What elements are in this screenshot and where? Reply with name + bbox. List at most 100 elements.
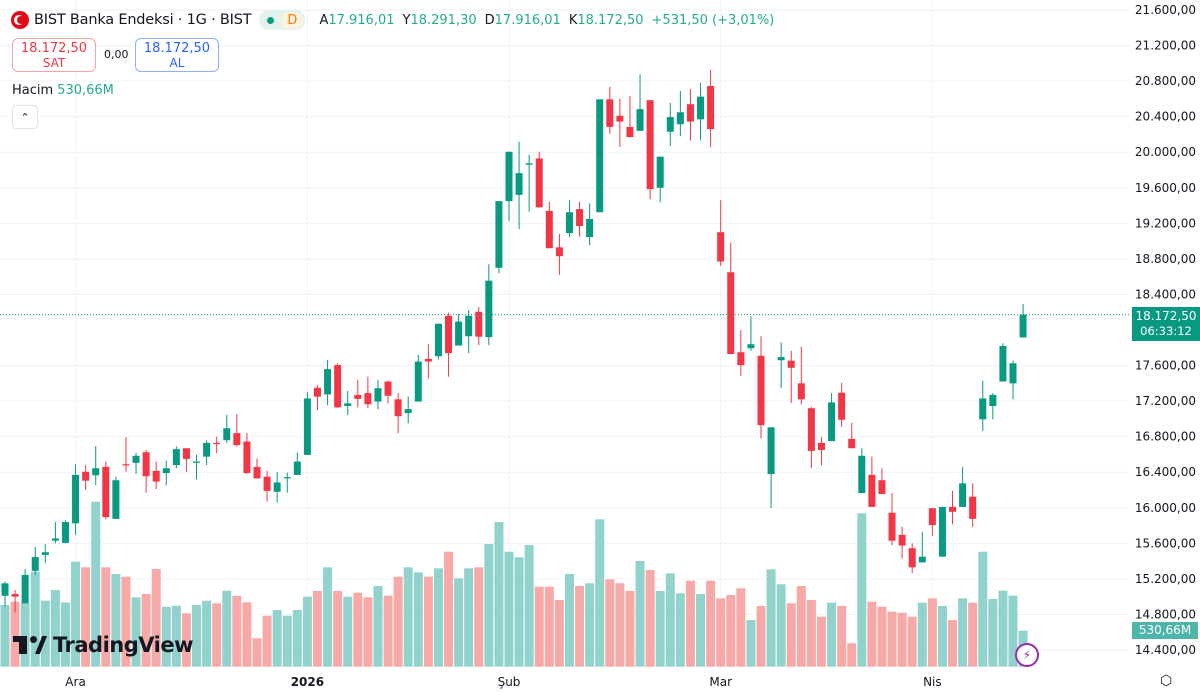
volume-legend[interactable]: Hacim 530,66M — [12, 83, 114, 98]
candle-body — [92, 468, 100, 476]
candle — [303, 392, 311, 455]
sell-button[interactable]: 18.172,50 SAT — [12, 38, 96, 72]
candle — [515, 141, 523, 230]
tradingview-logo[interactable]: TradingView — [13, 633, 193, 657]
candle-body — [233, 433, 241, 446]
candle — [999, 343, 1007, 382]
x-tick-label: Mar — [709, 675, 732, 689]
volume-bar — [60, 602, 70, 667]
candle-body — [959, 483, 967, 507]
last-price-tag: 18.172,50 06:33:12 — [1132, 307, 1200, 341]
candle — [465, 310, 473, 354]
collapse-legend-button[interactable]: ⌃ — [12, 105, 38, 129]
candle-body — [586, 218, 594, 238]
volume-bar — [696, 593, 706, 667]
candle-body — [172, 449, 180, 466]
volume-bar — [524, 544, 534, 667]
lightning-icon[interactable]: ⚡︎ — [1015, 643, 1039, 667]
y-tick-label: 15.200,00 — [1135, 572, 1196, 586]
candle — [475, 306, 483, 346]
volume-bar — [474, 567, 484, 667]
candle-body — [908, 548, 916, 568]
volume-bar — [816, 616, 826, 667]
candle-body — [707, 86, 715, 130]
candle — [213, 436, 221, 454]
volume-bar — [645, 570, 655, 667]
ohlc-close: K18.172,50 — [568, 12, 644, 28]
volume-bar — [927, 598, 937, 667]
candle-body — [434, 323, 442, 357]
candle — [384, 380, 392, 404]
candle — [1, 581, 9, 607]
candle — [182, 448, 190, 472]
candle — [928, 508, 936, 536]
volume-bar — [484, 543, 494, 667]
volume-bar — [857, 513, 867, 667]
candle — [193, 454, 201, 480]
volume-bar — [585, 583, 595, 667]
candle-body — [72, 474, 80, 524]
candle — [565, 200, 573, 237]
chart-legend: BIST Banka Endeksi · 1G · BIST D A17.916… — [11, 10, 774, 30]
buy-price: 18.172,50 — [143, 41, 211, 56]
volume-bar — [655, 590, 665, 667]
volume-bar — [625, 590, 635, 667]
candle — [1019, 304, 1027, 338]
volume-bar — [302, 596, 312, 667]
price-change: +531,50 (+3,01%) — [651, 12, 775, 28]
candle-body — [263, 476, 271, 491]
time-axis[interactable]: Ara 2026 Şub Mar Nis — [65, 675, 941, 689]
volume-bar — [494, 521, 504, 667]
candle — [545, 201, 553, 249]
volume-bar — [0, 605, 10, 667]
sell-price: 18.172,50 — [20, 41, 88, 56]
volume-bar — [847, 643, 857, 667]
candle-body — [243, 441, 251, 474]
volume-bar — [917, 602, 927, 667]
candle-body — [505, 151, 513, 202]
settings-icon[interactable]: ⬡ — [1160, 673, 1173, 689]
volume-value: 530,66M — [57, 83, 114, 98]
volume-bar — [504, 551, 514, 667]
candle-body — [888, 512, 896, 541]
volume-bar — [91, 501, 101, 667]
candle — [989, 393, 997, 420]
volume-bar — [635, 561, 645, 667]
candle-body — [475, 311, 483, 337]
candle-body — [666, 117, 674, 132]
volume-bar — [383, 595, 393, 667]
volume-bar — [978, 551, 988, 667]
candle — [51, 522, 59, 544]
candle-body — [132, 455, 140, 463]
candle — [122, 437, 130, 472]
volume-bar — [363, 597, 373, 667]
market-status-pill[interactable]: D — [259, 10, 306, 30]
y-tick-label: 16.400,00 — [1135, 465, 1196, 479]
candle — [646, 100, 654, 200]
candle-body — [51, 538, 59, 541]
candle — [434, 323, 442, 360]
volume-bar — [827, 602, 837, 667]
candle — [555, 234, 563, 275]
candle-body — [697, 96, 705, 120]
volume-bar — [40, 600, 50, 667]
x-tick-label: Nis — [923, 675, 942, 689]
buy-button[interactable]: 18.172,50 AL — [135, 38, 219, 72]
candle — [737, 330, 745, 376]
symbol-title[interactable]: BIST Banka Endeksi · 1G · BIST — [34, 12, 252, 28]
candle — [676, 90, 684, 137]
candle-body — [596, 99, 604, 213]
tradingview-mark-icon — [13, 636, 47, 654]
candle-body — [61, 522, 69, 543]
candle — [777, 342, 785, 389]
volume-bar — [1008, 595, 1018, 667]
candle-body — [112, 480, 120, 519]
candle — [838, 382, 846, 427]
y-tick-label: 18.800,00 — [1135, 252, 1196, 266]
candle — [535, 151, 543, 208]
volume-bar — [10, 601, 20, 667]
volume-bar — [867, 601, 877, 667]
price-axis[interactable]: 21.600,00 21.200,00 20.800,00 20.400,00 20.0… — [1135, 3, 1196, 657]
y-tick-label: 16.800,00 — [1135, 430, 1196, 444]
